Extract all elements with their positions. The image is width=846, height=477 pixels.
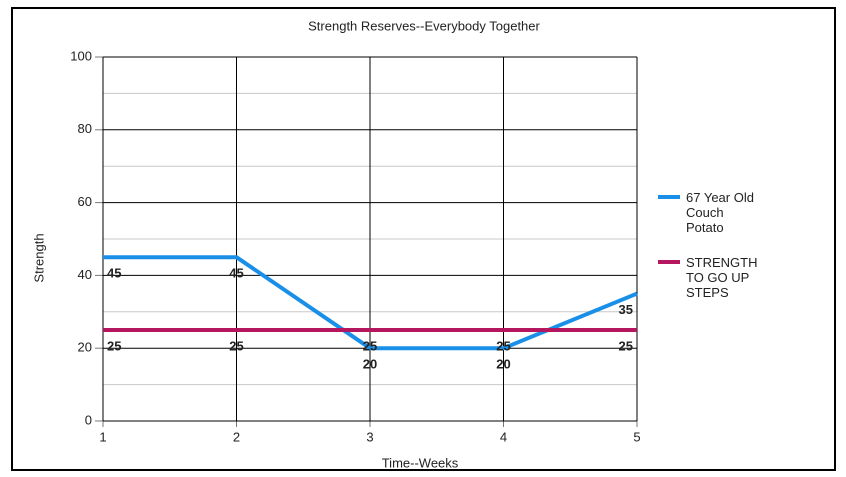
y-tick-label: 40 — [78, 267, 92, 282]
x-tick-label: 2 — [233, 429, 240, 444]
data-label: 20 — [496, 357, 510, 372]
data-label: 25 — [496, 338, 510, 353]
data-label: 45 — [229, 266, 243, 281]
x-tick-label: 5 — [633, 429, 640, 444]
chart-title: Strength Reserves--Everybody Together — [308, 18, 540, 33]
data-label: 35 — [619, 302, 633, 317]
x-tick-label: 1 — [99, 429, 106, 444]
y-axis-label: Strength — [31, 233, 46, 282]
y-tick-label: 20 — [78, 340, 92, 355]
data-label: 45 — [107, 266, 121, 281]
x-tick-label: 4 — [500, 429, 507, 444]
frame — [11, 7, 836, 471]
y-tick-label: 80 — [78, 121, 92, 136]
data-label: 25 — [229, 338, 243, 353]
data-label: 25 — [363, 338, 377, 353]
data-label: 25 — [619, 338, 633, 353]
x-axis-label: Time--Weeks — [382, 455, 459, 470]
x-tick-label: 3 — [366, 429, 373, 444]
legend-label: 67 Year Old Couch Potato — [686, 190, 754, 235]
y-tick-label: 100 — [70, 48, 92, 63]
data-label: 25 — [107, 338, 121, 353]
legend-label: STRENGTH TO GO UP STEPS — [686, 255, 758, 300]
y-tick-label: 60 — [78, 194, 92, 209]
y-tick-label: 0 — [85, 412, 92, 427]
data-label: 20 — [363, 357, 377, 372]
